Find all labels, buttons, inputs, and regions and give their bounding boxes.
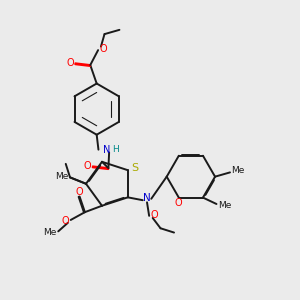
Text: O: O — [151, 210, 158, 220]
Text: O: O — [76, 187, 83, 196]
Text: O: O — [174, 198, 182, 208]
Text: O: O — [62, 216, 70, 226]
Text: H: H — [112, 145, 119, 154]
Text: N: N — [143, 193, 151, 203]
Text: O: O — [84, 161, 92, 171]
Text: Me: Me — [43, 228, 56, 237]
Text: O: O — [67, 58, 74, 68]
Text: Me: Me — [232, 167, 245, 176]
Text: Me: Me — [218, 201, 231, 210]
Text: O: O — [100, 44, 107, 54]
Text: S: S — [131, 164, 139, 173]
Text: N: N — [103, 145, 110, 154]
Text: Me: Me — [55, 172, 68, 181]
